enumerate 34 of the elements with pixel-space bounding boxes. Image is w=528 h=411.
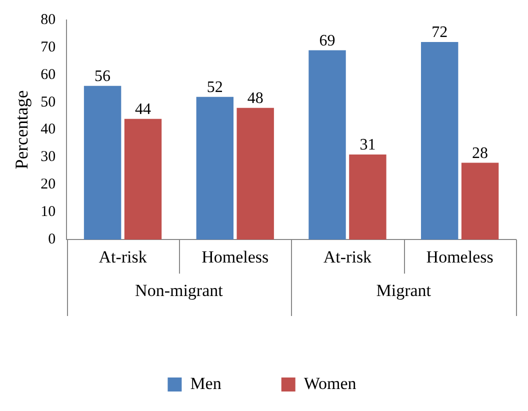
legend-label: Women [304, 374, 357, 393]
y-tick-label: 70 [40, 39, 56, 56]
data-label: 48 [247, 90, 264, 108]
bar [308, 50, 346, 240]
x-tick-label: Homeless [202, 247, 269, 266]
data-label: 52 [206, 79, 223, 96]
x-tick-label: Homeless [426, 247, 494, 266]
bar [84, 86, 122, 240]
y-tick-label: 30 [40, 149, 56, 166]
bar [196, 96, 234, 240]
x-tick-label: At-risk [323, 247, 372, 266]
x-tick-label: At-risk [98, 247, 148, 266]
bar [124, 118, 162, 240]
data-label: 31 [360, 136, 376, 154]
y-tick-label: 0 [48, 232, 56, 248]
bar [420, 42, 458, 240]
data-label: 69 [319, 32, 336, 50]
text: Non-migrant [135, 281, 224, 300]
data-label: 44 [135, 101, 151, 118]
text: Migrant [376, 281, 432, 300]
legend-label: Men [190, 374, 222, 393]
y-tick-label: 20 [40, 176, 56, 193]
y-tick-label: 10 [40, 204, 56, 220]
y-axis-title: Percentage [12, 90, 32, 170]
bar [349, 154, 386, 240]
y-tick-label: 40 [40, 122, 56, 138]
data-label: 28 [472, 144, 488, 162]
data-label: 72 [432, 24, 448, 42]
y-tick-label: 80 [40, 12, 56, 28]
y-tick-label: 60 [40, 66, 56, 83]
bar [461, 162, 499, 240]
y-tick-label: 50 [40, 94, 56, 110]
data-label: 56 [94, 68, 111, 86]
bar [236, 108, 274, 240]
